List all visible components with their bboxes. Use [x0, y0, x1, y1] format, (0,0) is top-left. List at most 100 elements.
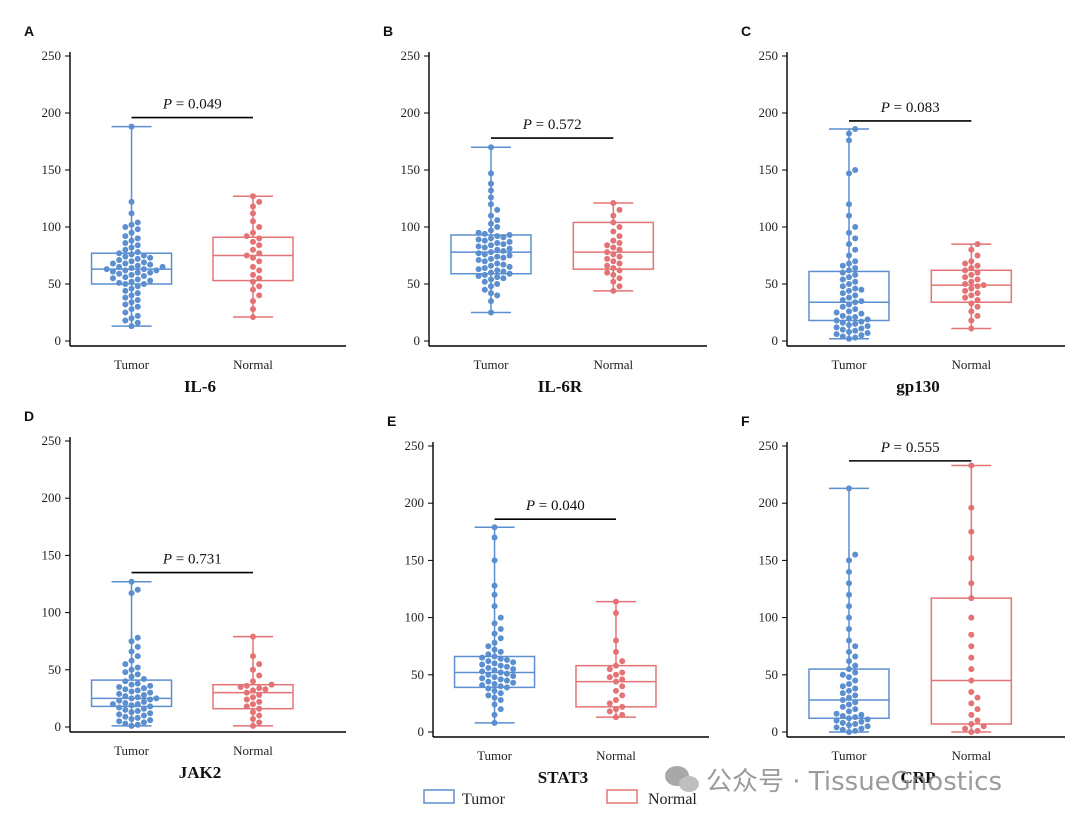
y-tick-label: 50 — [411, 667, 424, 682]
data-point — [128, 123, 135, 130]
data-point — [606, 708, 613, 715]
panel-c: C 0 50 100 150 200 250 Tumor Normal P = 0.083 gp13… — [741, 23, 1065, 396]
data-point — [616, 233, 623, 240]
data-point — [980, 723, 987, 730]
data-point — [140, 266, 147, 273]
panel-e: E 0 50 100 150 200 250 Tumor Normal P = 0.040 STAT… — [387, 413, 709, 787]
data-point — [962, 274, 969, 281]
data-point — [122, 274, 129, 281]
data-point — [481, 278, 488, 285]
data-point — [612, 648, 619, 655]
data-point — [845, 591, 852, 598]
data-point — [485, 658, 492, 665]
data-point — [503, 663, 510, 670]
p-value-number: = 0.572 — [532, 117, 582, 133]
p-symbol: P — [522, 117, 532, 133]
gene-title: IL-6 — [184, 377, 216, 396]
gene-title: gp130 — [896, 377, 939, 396]
data-point — [491, 674, 498, 681]
data-point — [616, 246, 623, 253]
data-point — [864, 316, 871, 323]
data-point — [487, 276, 494, 283]
data-point — [256, 672, 263, 679]
data-point — [243, 689, 250, 696]
p-symbol: P — [162, 97, 172, 113]
y-tick-label: 150 — [42, 162, 62, 177]
data-point — [968, 614, 975, 621]
x-tick-label: Normal — [951, 748, 991, 763]
data-point — [487, 255, 494, 262]
data-point — [116, 718, 123, 725]
p-value: P = 0.083 — [880, 100, 940, 116]
data-point — [974, 252, 981, 259]
data-point — [147, 717, 154, 724]
data-point — [619, 683, 626, 690]
data-point — [839, 319, 846, 326]
data-point — [249, 210, 256, 217]
y-tick-label: 200 — [759, 105, 779, 120]
data-point — [510, 679, 517, 686]
data-point — [503, 684, 510, 691]
data-point — [845, 229, 852, 236]
data-point — [128, 237, 135, 244]
data-point — [845, 212, 852, 219]
data-point — [134, 653, 141, 660]
data-point — [122, 693, 129, 700]
data-point — [256, 242, 263, 249]
data-point — [256, 712, 263, 719]
data-point — [122, 720, 129, 727]
data-point — [491, 667, 498, 674]
data-point — [256, 691, 263, 698]
data-point — [968, 666, 975, 673]
data-point — [612, 610, 619, 617]
data-point — [968, 308, 975, 315]
data-point — [116, 270, 123, 277]
data-point — [128, 198, 135, 205]
data-point — [128, 673, 135, 680]
panel-letter: B — [383, 23, 393, 39]
data-point — [604, 269, 611, 276]
data-point — [852, 235, 859, 242]
data-point — [103, 266, 110, 273]
data-point — [497, 706, 504, 713]
data-point — [968, 631, 975, 638]
data-point — [122, 281, 129, 287]
data-point — [122, 224, 129, 230]
data-point — [610, 212, 617, 219]
data-point — [134, 249, 141, 256]
data-point — [968, 317, 975, 324]
data-point — [974, 269, 981, 276]
data-point — [487, 220, 494, 227]
data-point — [134, 303, 141, 310]
data-point — [128, 229, 135, 236]
data-point — [864, 323, 871, 330]
data-point — [140, 259, 147, 266]
data-point — [128, 210, 135, 217]
legend-swatch-normal — [606, 789, 638, 804]
data-point — [249, 193, 256, 200]
data-point — [243, 682, 250, 689]
data-point — [968, 654, 975, 661]
data-point — [510, 659, 517, 666]
data-point — [147, 710, 154, 717]
data-point — [494, 292, 501, 299]
data-point — [147, 703, 154, 710]
data-point — [249, 633, 256, 640]
data-point — [128, 278, 135, 285]
data-point — [494, 253, 501, 260]
data-point — [497, 676, 504, 683]
y-tick-label: 0 — [418, 724, 425, 739]
data-point — [962, 281, 969, 287]
data-point — [506, 263, 513, 270]
data-point — [497, 669, 504, 676]
data-point — [852, 167, 859, 173]
data-point — [610, 219, 617, 226]
data-point — [852, 327, 859, 334]
data-point — [122, 260, 129, 267]
data-point — [503, 670, 510, 677]
data-point — [134, 276, 141, 283]
data-point — [845, 130, 852, 137]
data-point — [481, 286, 488, 293]
data-point — [256, 235, 263, 242]
data-point — [249, 687, 256, 694]
